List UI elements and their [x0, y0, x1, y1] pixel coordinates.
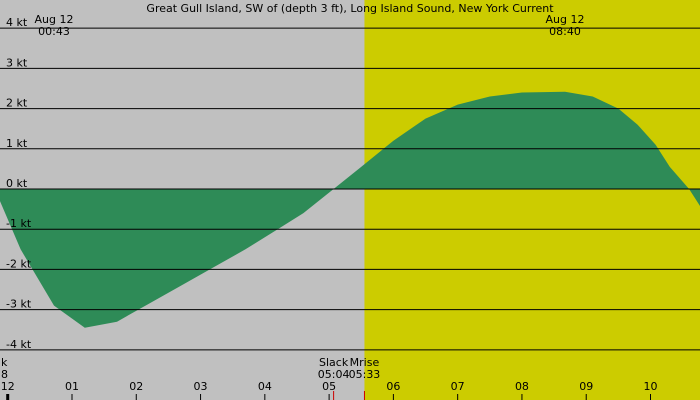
y-tick-label: 4 kt [6, 16, 28, 29]
grid-lines [0, 27, 700, 351]
top-time-label: 00:43 [38, 25, 70, 38]
x-axis-ticks: 1112010203040506070809101112010203040506… [1, 380, 658, 400]
y-tick-label: 0 kt [6, 177, 28, 190]
x-tick-label: 02 [129, 380, 143, 393]
edge-event-time: 8 [1, 368, 8, 381]
chart-title: Great Gull Island, SW of (depth 3 ft), L… [146, 2, 554, 15]
top-date-label: Aug 12 [35, 13, 74, 26]
x-tick-label: 08 [515, 380, 529, 393]
x-tick-label: 09 [579, 380, 593, 393]
current-areas [0, 91, 700, 328]
x-tick-label: 10 [644, 380, 658, 393]
x-tick-label: 07 [451, 380, 465, 393]
event-name-label: Mrise [350, 356, 380, 369]
y-tick-label: -3 kt [6, 298, 32, 311]
y-tick-label: -4 kt [6, 338, 32, 351]
x-tick-label: 03 [194, 380, 208, 393]
y-axis-labels: 4 kt 3 kt 2 kt 1 kt 0 kt -1 kt -2 kt -3 kt -4 kt… [6, 16, 32, 351]
daylight-band [364, 0, 700, 400]
y-tick-label: -1 kt [6, 217, 32, 230]
x-tick-label: 04 [258, 380, 272, 393]
event-time-label: 05:33 [349, 368, 381, 381]
y-tick-label: 1 kt [6, 137, 28, 150]
event-time-label: 05:04 [318, 368, 350, 381]
top-date-label: Aug 12 [546, 13, 585, 26]
event-name-label: Slack [319, 356, 349, 369]
event-labels: Slack05:04Mrise05:33Slack11:05New13:37Sl… [1, 356, 381, 400]
y-tick-label: 3 kt [6, 56, 28, 69]
x-tick-label: 05 [322, 380, 336, 393]
x-tick-label: 01 [65, 380, 79, 393]
y-tick-label: -2 kt [6, 257, 32, 270]
x-tick-label: 06 [386, 380, 400, 393]
y-tick-label: 2 kt [6, 97, 28, 110]
edge-event-name: k [1, 356, 8, 369]
x-tick-label: 12 [1, 380, 15, 393]
top-time-label: 08:40 [549, 25, 581, 38]
ebb-area [0, 91, 700, 328]
